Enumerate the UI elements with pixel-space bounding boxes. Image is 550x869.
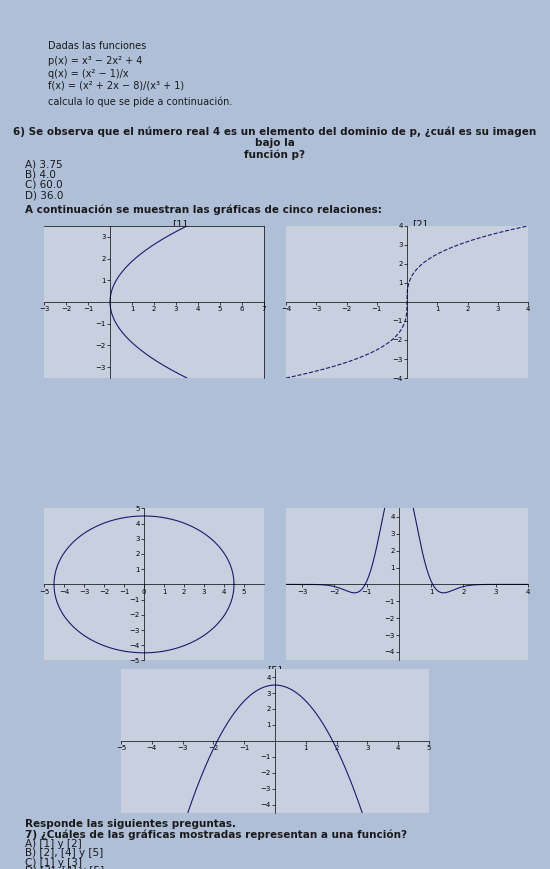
Text: B) 4.0: B) 4.0 xyxy=(25,169,56,180)
Text: A) 3.75: A) 3.75 xyxy=(25,159,63,169)
Text: [5]: [5] xyxy=(267,665,283,675)
Text: A continuación se muestran las gráficas de cinco relaciones:: A continuación se muestran las gráficas … xyxy=(25,204,382,215)
Text: [3]: [3] xyxy=(173,507,188,517)
Text: f(x) = (x² + 2x − 8)/(x³ + 1): f(x) = (x² + 2x − 8)/(x³ + 1) xyxy=(47,81,184,90)
Text: C) 60.0: C) 60.0 xyxy=(25,180,63,190)
Text: D) 36.0: D) 36.0 xyxy=(25,190,63,201)
Text: B) [2], [4] y [5]: B) [2], [4] y [5] xyxy=(25,848,103,859)
Text: C) [1] y [3]: C) [1] y [3] xyxy=(25,858,82,868)
Text: D) [3], [4] y [5]: D) [3], [4] y [5] xyxy=(25,866,104,869)
Text: q(x) = (x² − 1)/x: q(x) = (x² − 1)/x xyxy=(47,69,128,79)
Text: [1]: [1] xyxy=(173,219,188,229)
Text: Dadas las funciones: Dadas las funciones xyxy=(47,42,146,51)
Text: [2]: [2] xyxy=(412,219,427,229)
Text: 6) Se observa que el número real 4 es un elemento del dominio de p, ¿cuál es su : 6) Se observa que el número real 4 es un… xyxy=(13,126,537,160)
Text: Responde las siguientes preguntas.: Responde las siguientes preguntas. xyxy=(25,819,236,830)
Text: calcula lo que se pide a continuación.: calcula lo que se pide a continuación. xyxy=(47,97,232,108)
Text: p(x) = x³ − 2x² + 4: p(x) = x³ − 2x² + 4 xyxy=(47,56,142,66)
Text: 7) ¿Cuáles de las gráficas mostradas representan a una función?: 7) ¿Cuáles de las gráficas mostradas rep… xyxy=(25,829,407,839)
Text: [4]: [4] xyxy=(412,507,427,517)
Text: A) [1] y [2]: A) [1] y [2] xyxy=(25,839,82,849)
